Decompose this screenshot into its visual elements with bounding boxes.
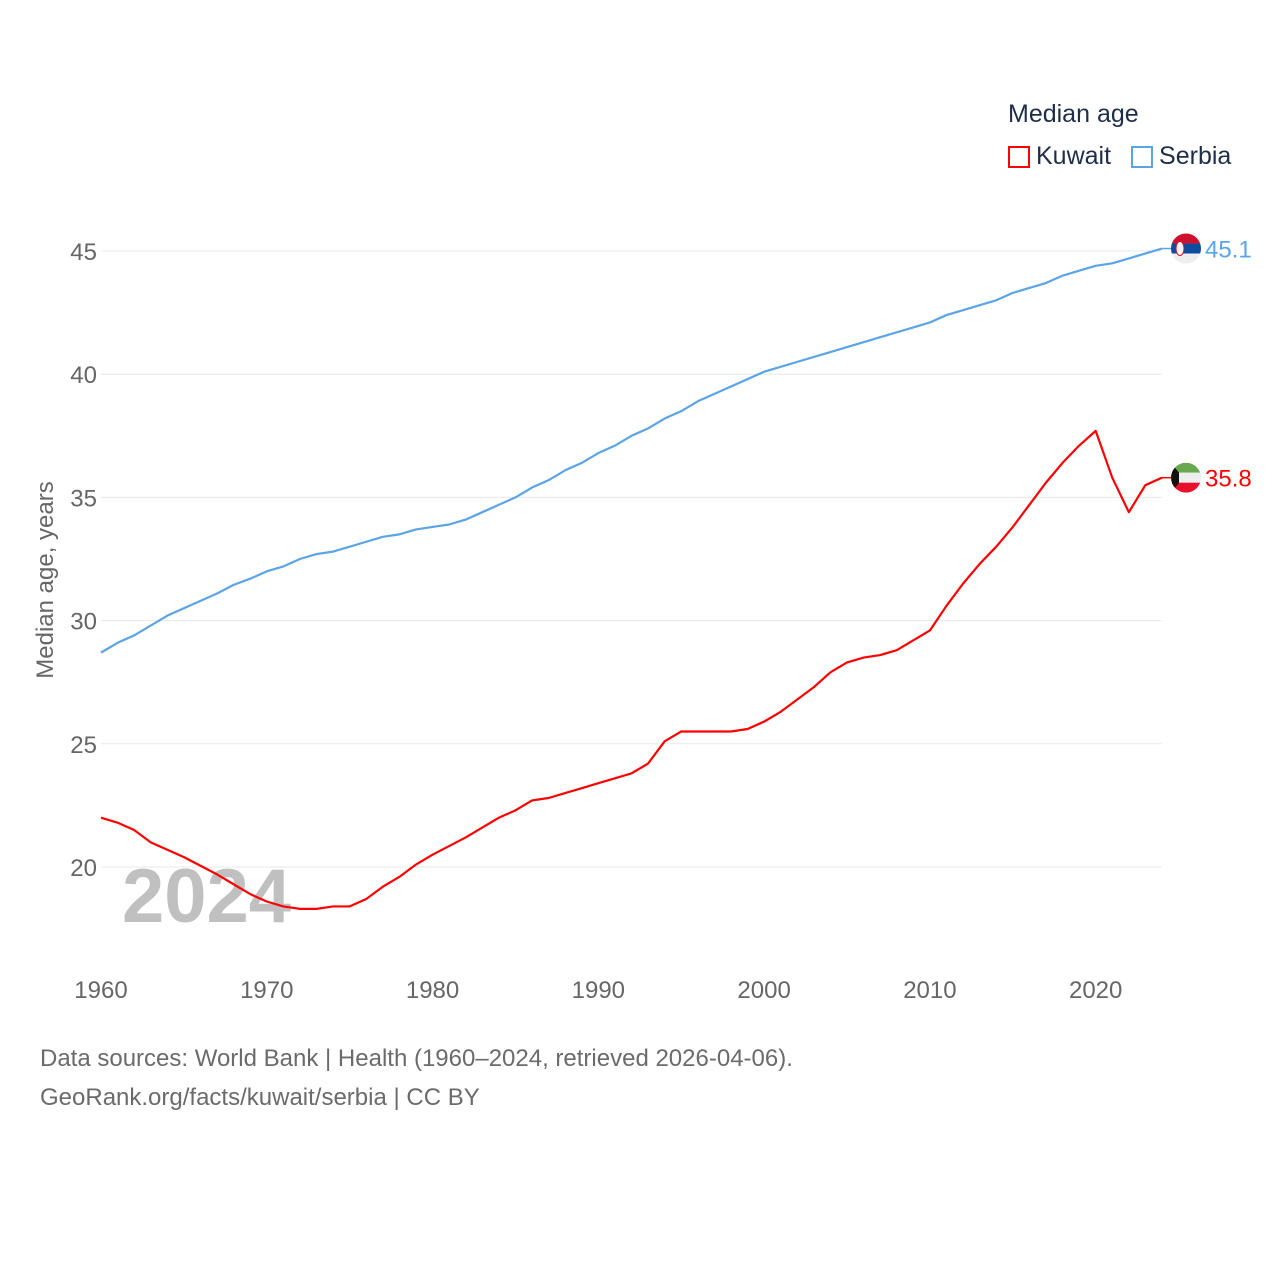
y-tick-label: 20 [70, 855, 97, 882]
kuwait-flag-icon [1171, 462, 1201, 493]
legend-item-kuwait[interactable]: Kuwait [1008, 142, 1111, 171]
legend: Kuwait Serbia [1008, 142, 1231, 171]
y-tick-label: 35 [70, 485, 97, 512]
y-axis-label: Median age, years [32, 481, 59, 678]
legend-label-serbia: Serbia [1159, 142, 1232, 170]
x-tick-label: 2010 [903, 977, 956, 1004]
series-line-serbia [100, 247, 1163, 654]
legend-title: Median age [1008, 100, 1139, 128]
source-text: Data sources: World Bank | Health (1960–… [40, 1045, 793, 1072]
series-line-kuwait [100, 429, 1163, 910]
x-tick-label: 1990 [572, 977, 625, 1004]
year-watermark: 2024 [122, 854, 291, 939]
y-tick-label: 40 [70, 362, 97, 389]
end-value-label-kuwait: 35.8 [1205, 466, 1252, 493]
end-value-label-serbia: 45.1 [1205, 237, 1252, 264]
x-tick-label: 1970 [240, 977, 293, 1004]
y-tick-label: 30 [70, 609, 97, 636]
legend-swatch-kuwait [1008, 145, 1030, 168]
y-tick-label: 45 [70, 239, 97, 266]
x-tick-label: 1960 [74, 977, 127, 1004]
serbia-flag-icon [1171, 233, 1201, 264]
legend-swatch-serbia [1131, 145, 1154, 168]
y-tick-label: 25 [70, 732, 97, 759]
x-tick-label: 2020 [1069, 977, 1122, 1004]
legend-item-serbia[interactable]: Serbia [1131, 142, 1231, 171]
legend-label-kuwait: Kuwait [1036, 142, 1112, 170]
source-link[interactable]: GeoRank.org/facts/kuwait/serbia | CC BY [40, 1084, 480, 1111]
x-tick-label: 2000 [737, 977, 790, 1004]
x-tick-label: 1980 [406, 977, 459, 1004]
